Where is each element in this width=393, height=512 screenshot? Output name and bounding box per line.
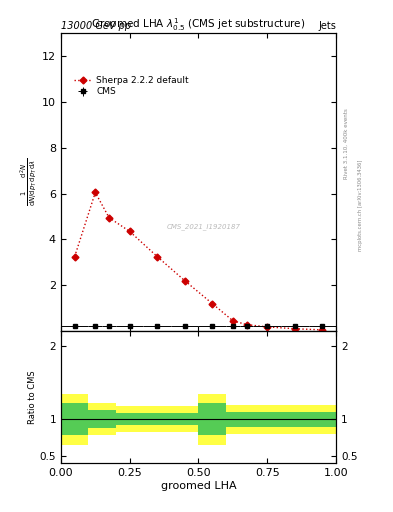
Sherpa 2.2.2 default bbox=[320, 327, 325, 333]
Y-axis label: $\frac{1}{\mathrm{d}N/\mathrm{d}p_T}\frac{\mathrm{d}^2N}{\mathrm{d}p_T\,\mathrm{: $\frac{1}{\mathrm{d}N/\mathrm{d}p_T}\fra… bbox=[18, 158, 39, 206]
Sherpa 2.2.2 default bbox=[265, 324, 270, 330]
Title: Groomed LHA $\lambda^{1}_{0.5}$ (CMS jet substructure): Groomed LHA $\lambda^{1}_{0.5}$ (CMS jet… bbox=[91, 16, 306, 33]
Sherpa 2.2.2 default bbox=[72, 253, 77, 260]
Legend: Sherpa 2.2.2 default, CMS: Sherpa 2.2.2 default, CMS bbox=[71, 74, 191, 99]
Sherpa 2.2.2 default bbox=[210, 301, 215, 307]
Text: CMS_2021_I1920187: CMS_2021_I1920187 bbox=[167, 223, 241, 230]
Sherpa 2.2.2 default bbox=[93, 189, 97, 196]
Y-axis label: Ratio to CMS: Ratio to CMS bbox=[28, 370, 37, 424]
Sherpa 2.2.2 default bbox=[182, 278, 187, 284]
Text: Jets: Jets bbox=[318, 20, 336, 31]
Sherpa 2.2.2 default bbox=[107, 215, 112, 221]
Sherpa 2.2.2 default bbox=[127, 228, 132, 234]
Text: mcplots.cern.ch [arXiv:1306.3436]: mcplots.cern.ch [arXiv:1306.3436] bbox=[358, 159, 363, 250]
Sherpa 2.2.2 default bbox=[244, 322, 249, 328]
Line: Sherpa 2.2.2 default: Sherpa 2.2.2 default bbox=[72, 190, 325, 332]
Sherpa 2.2.2 default bbox=[292, 326, 297, 332]
X-axis label: groomed LHA: groomed LHA bbox=[161, 481, 236, 491]
Sherpa 2.2.2 default bbox=[230, 317, 235, 324]
Sherpa 2.2.2 default bbox=[155, 253, 160, 260]
Text: 13000 GeV pp: 13000 GeV pp bbox=[61, 20, 131, 31]
Text: Rivet 3.1.10, 400k events: Rivet 3.1.10, 400k events bbox=[344, 108, 349, 179]
